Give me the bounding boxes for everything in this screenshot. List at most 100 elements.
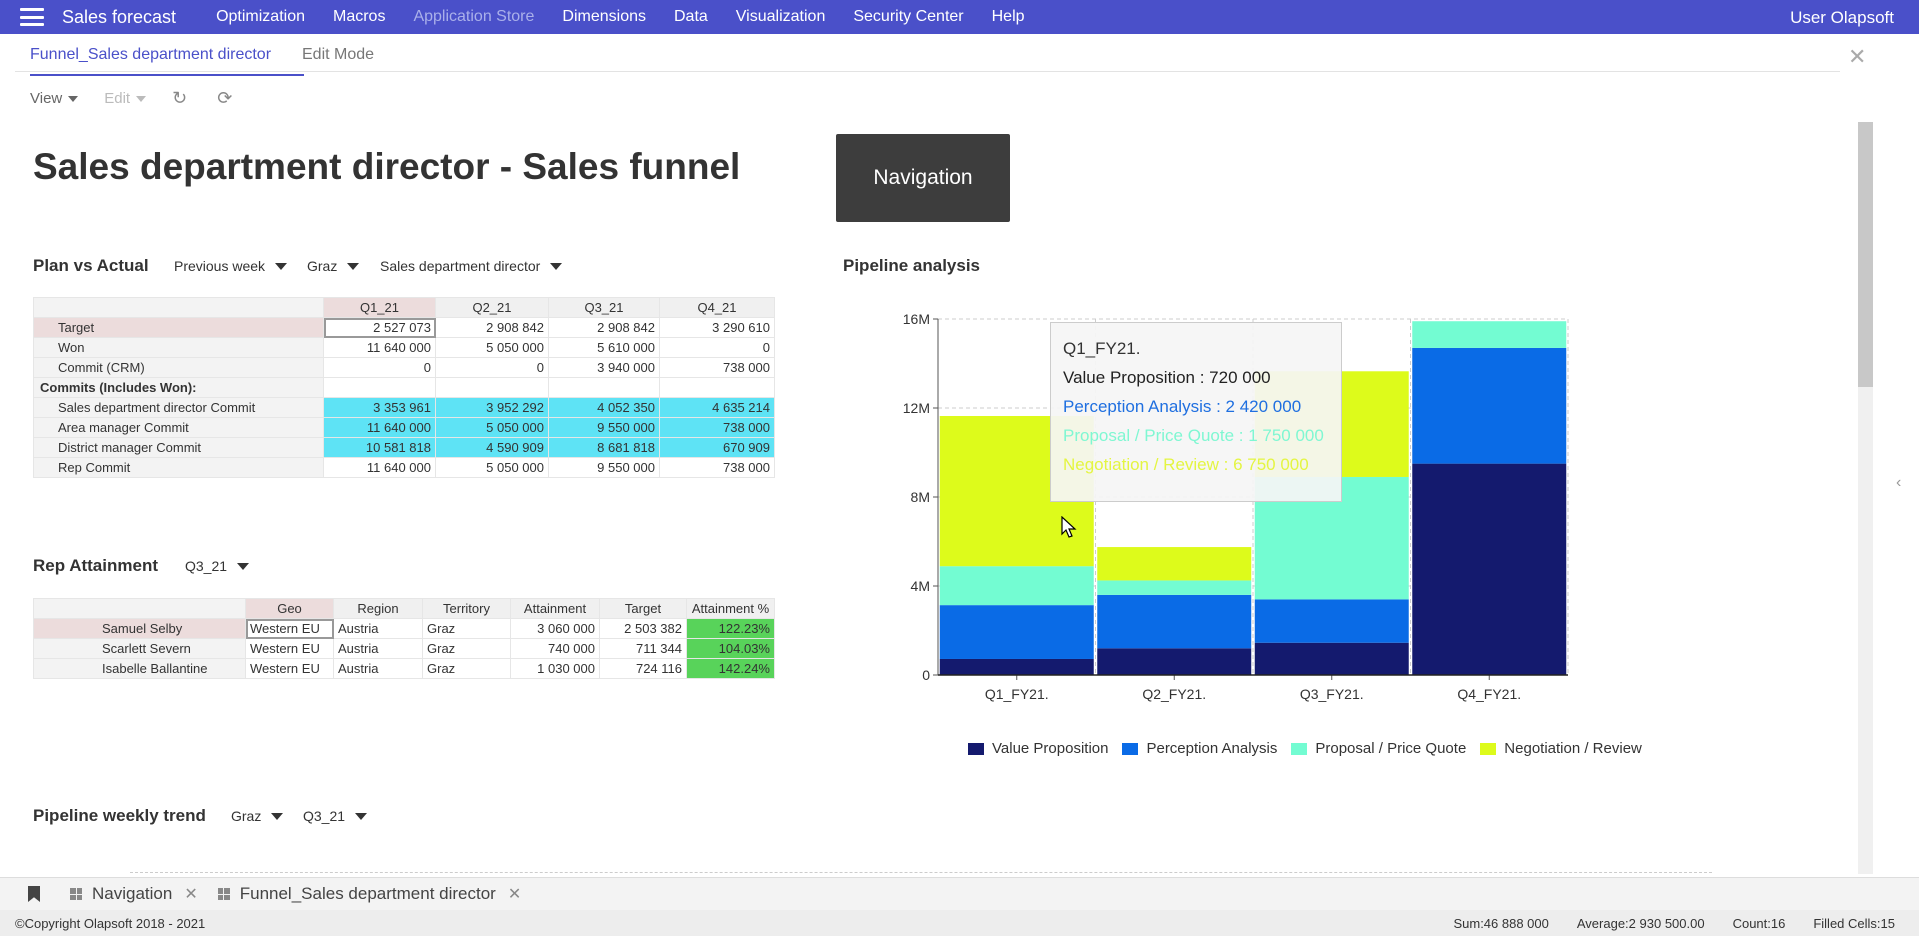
data-cell[interactable]: 4 590 909 <box>435 437 549 458</box>
column-header[interactable]: Region <box>333 598 423 619</box>
data-cell[interactable] <box>659 377 775 398</box>
data-cell[interactable]: 2 908 842 <box>435 317 549 338</box>
column-header[interactable]: Territory <box>422 598 511 619</box>
menu-application-store[interactable]: Application Store <box>413 8 535 25</box>
trend-city-dropdown[interactable]: Graz <box>231 808 284 824</box>
data-cell[interactable]: Western EU <box>245 658 334 679</box>
data-cell[interactable]: 4 052 350 <box>548 397 660 418</box>
row-label[interactable]: Area manager Commit <box>33 417 324 438</box>
data-cell[interactable]: 11 640 000 <box>323 337 436 358</box>
data-cell[interactable]: Western EU <box>245 618 334 639</box>
user-menu[interactable]: User Olapsoft <box>1790 8 1894 27</box>
menu-dimensions[interactable]: Dimensions <box>562 8 646 25</box>
chart-bar[interactable] <box>1097 648 1252 675</box>
chart-bar[interactable] <box>1097 580 1252 595</box>
data-cell[interactable]: 5 050 000 <box>435 337 549 358</box>
trend-quarter-dropdown[interactable]: Q3_21 <box>303 808 368 824</box>
chart-bar[interactable] <box>1412 347 1567 464</box>
data-cell[interactable] <box>435 377 549 398</box>
data-cell[interactable]: 0 <box>435 357 549 378</box>
column-header[interactable]: Q1_21 <box>323 297 436 318</box>
data-cell[interactable]: Western EU <box>245 638 334 659</box>
sync-icon[interactable]: ⟳ <box>217 88 233 108</box>
chart-bar[interactable] <box>1412 463 1567 675</box>
chevron-left-icon[interactable]: ‹ <box>1896 474 1902 491</box>
data-cell[interactable]: Austria <box>333 638 423 659</box>
row-label[interactable]: Isabelle Ballantine <box>33 658 246 679</box>
legend-item[interactable]: Proposal / Price Quote <box>1291 740 1466 757</box>
close-icon[interactable]: ✕ <box>507 886 522 903</box>
app-title[interactable]: Sales forecast <box>62 6 177 27</box>
data-cell[interactable]: 11 640 000 <box>323 457 436 478</box>
data-cell[interactable]: 122.23% <box>686 618 775 639</box>
data-cell[interactable]: Austria <box>333 618 423 639</box>
data-cell[interactable]: 724 116 <box>599 658 687 679</box>
data-cell[interactable]: 11 640 000 <box>323 417 436 438</box>
chart-bar[interactable] <box>939 658 1094 675</box>
data-cell[interactable]: 142.24% <box>686 658 775 679</box>
tab-funnel[interactable]: Funnel_Sales department director <box>30 46 304 76</box>
menu-macros[interactable]: Macros <box>332 8 386 25</box>
data-cell[interactable]: 2 908 842 <box>548 317 660 338</box>
scrollbar-thumb[interactable] <box>1858 122 1873 387</box>
view-dropdown[interactable]: View <box>30 90 79 107</box>
menu-optimization[interactable]: Optimization <box>216 8 305 25</box>
data-cell[interactable]: 8 681 818 <box>548 437 660 458</box>
chart-bar[interactable] <box>1097 594 1252 649</box>
data-cell[interactable]: Graz <box>422 638 511 659</box>
data-cell[interactable]: Graz <box>422 618 511 639</box>
chart-bar[interactable] <box>939 605 1094 659</box>
data-cell[interactable]: Austria <box>333 658 423 679</box>
data-cell[interactable]: 0 <box>659 337 775 358</box>
data-cell[interactable]: 711 344 <box>599 638 687 659</box>
row-label[interactable]: Sales department director Commit <box>33 397 324 418</box>
data-cell[interactable] <box>323 377 436 398</box>
data-cell[interactable]: 4 635 214 <box>659 397 775 418</box>
chart-bar[interactable] <box>1412 321 1567 348</box>
data-cell[interactable]: 9 550 000 <box>548 457 660 478</box>
data-cell[interactable]: 1 030 000 <box>510 658 600 679</box>
close-icon[interactable]: ✕ <box>1848 44 1867 69</box>
menu-security-center[interactable]: Security Center <box>853 8 964 25</box>
row-label[interactable]: Commits (Includes Won): <box>33 377 324 398</box>
data-cell[interactable]: 3 060 000 <box>510 618 600 639</box>
role-dropdown[interactable]: Sales department director <box>380 258 563 274</box>
column-header[interactable]: Q4_21 <box>659 297 775 318</box>
column-header[interactable]: Geo <box>245 598 334 619</box>
bottom-tab-funnel[interactable]: Funnel_Sales department director ✕ <box>217 884 522 904</box>
chart-bar[interactable] <box>1254 599 1409 643</box>
data-cell[interactable]: 3 940 000 <box>548 357 660 378</box>
data-cell[interactable]: 2 503 382 <box>599 618 687 639</box>
chart-bar[interactable] <box>939 566 1094 606</box>
column-header[interactable]: Target <box>599 598 687 619</box>
data-cell[interactable]: 738 000 <box>659 457 775 478</box>
data-cell[interactable]: 2 527 073 <box>323 317 436 338</box>
data-cell[interactable]: 9 550 000 <box>548 417 660 438</box>
data-cell[interactable]: 738 000 <box>659 357 775 378</box>
tab-edit-mode[interactable]: Edit Mode <box>302 46 375 63</box>
quarter-dropdown[interactable]: Q3_21 <box>185 558 250 574</box>
edit-dropdown[interactable]: Edit <box>104 90 147 107</box>
column-header[interactable]: Attainment % <box>686 598 775 619</box>
data-cell[interactable]: 738 000 <box>659 417 775 438</box>
data-cell[interactable]: 5 610 000 <box>548 337 660 358</box>
row-label[interactable]: Scarlett Severn <box>33 638 246 659</box>
data-cell[interactable]: 3 290 610 <box>659 317 775 338</box>
data-cell[interactable] <box>548 377 660 398</box>
row-label[interactable]: Samuel Selby <box>33 618 246 639</box>
data-cell[interactable]: 3 952 292 <box>435 397 549 418</box>
hamburger-menu-icon[interactable] <box>20 8 44 26</box>
legend-item[interactable]: Value Proposition <box>968 740 1108 757</box>
menu-help[interactable]: Help <box>991 8 1025 25</box>
refresh-icon[interactable]: ↻ <box>172 88 188 108</box>
column-header[interactable]: Q2_21 <box>435 297 549 318</box>
data-cell[interactable]: 104.03% <box>686 638 775 659</box>
row-label[interactable]: District manager Commit <box>33 437 324 458</box>
bottom-tab-navigation[interactable]: Navigation ✕ <box>70 884 198 904</box>
row-label[interactable]: Rep Commit <box>33 457 324 478</box>
column-header[interactable]: Q3_21 <box>548 297 660 318</box>
data-cell[interactable]: Graz <box>422 658 511 679</box>
chart-bar[interactable] <box>1097 547 1252 581</box>
vertical-scrollbar[interactable] <box>1858 122 1873 874</box>
data-cell[interactable]: 5 050 000 <box>435 457 549 478</box>
